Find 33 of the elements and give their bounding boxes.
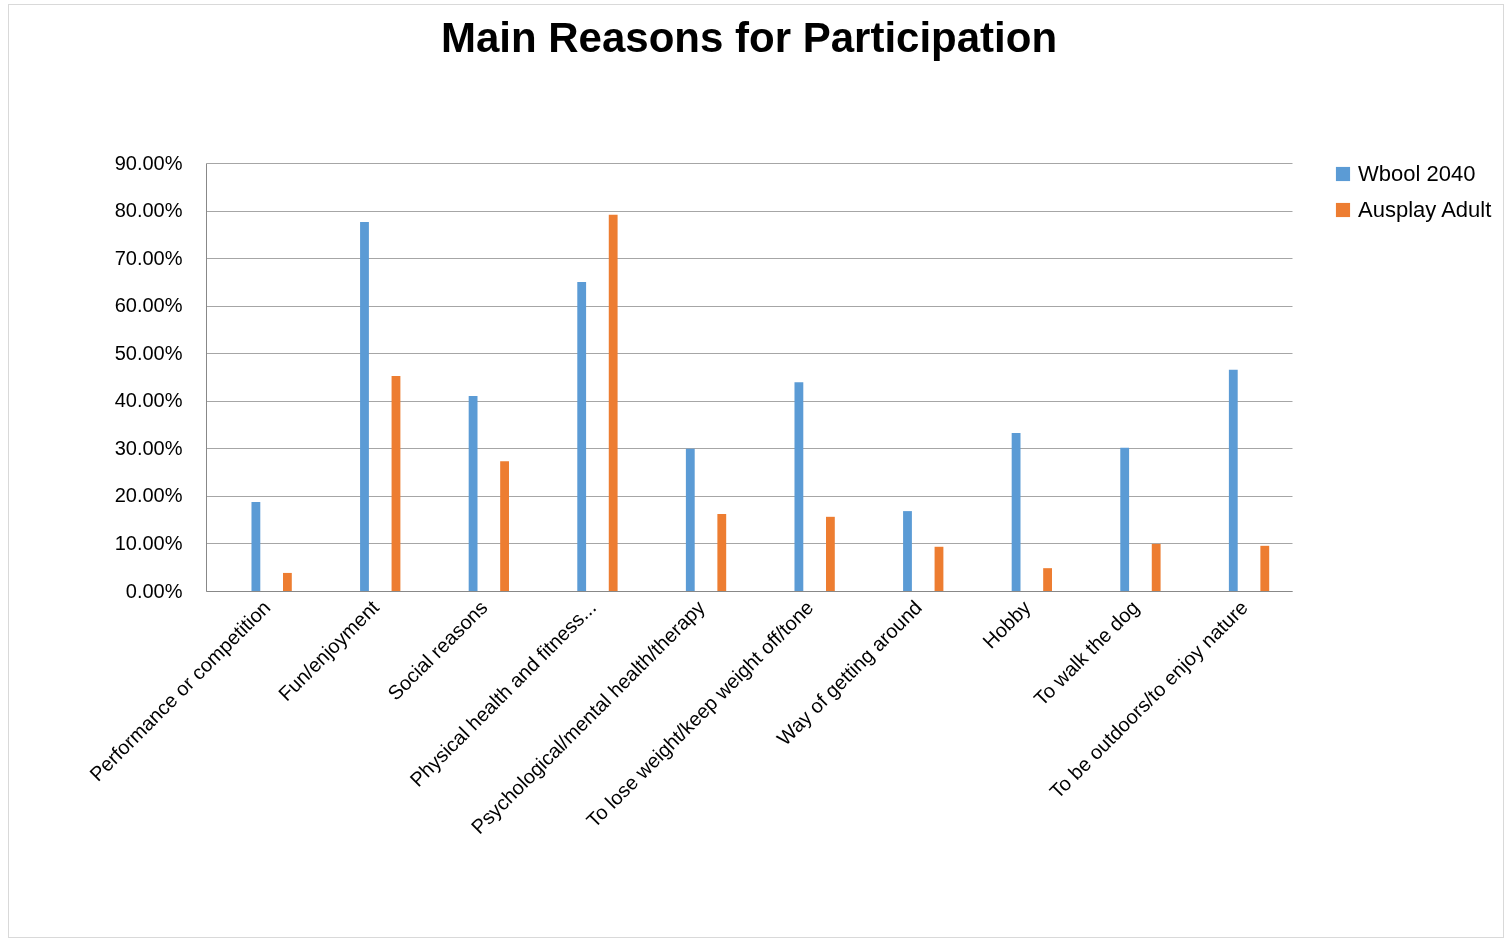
bar — [500, 461, 509, 591]
legend-label: Ausplay Adult — [1358, 197, 1492, 222]
bar — [903, 511, 912, 591]
bar — [1260, 545, 1270, 591]
bar — [1011, 433, 1021, 591]
y-tick-label: 80.00% — [114, 199, 183, 222]
bar — [1228, 369, 1238, 591]
bar — [468, 396, 478, 591]
y-tick-label: 0.00% — [125, 579, 183, 602]
y-tick-label: 50.00% — [114, 341, 183, 364]
bar — [794, 382, 804, 591]
bar — [685, 448, 695, 591]
bar — [608, 214, 618, 591]
bar — [391, 376, 401, 591]
bar — [1151, 543, 1161, 591]
legend-label: Wbool 2040 — [1358, 161, 1476, 186]
bar — [251, 502, 261, 591]
bar — [825, 516, 835, 591]
y-tick-label: 40.00% — [114, 389, 183, 412]
bar — [717, 513, 727, 591]
y-tick-label: 60.00% — [114, 294, 183, 317]
y-tick-label: 20.00% — [114, 484, 183, 507]
bar — [360, 221, 369, 591]
y-tick-label: 90.00% — [114, 151, 183, 174]
y-tick-label: 30.00% — [114, 436, 183, 459]
bar — [577, 281, 587, 591]
bar — [282, 572, 292, 591]
y-tick-label: 10.00% — [114, 531, 183, 554]
bar — [934, 546, 944, 591]
bar — [1120, 447, 1130, 591]
bar — [1043, 568, 1052, 591]
y-tick-label: 70.00% — [114, 246, 183, 269]
chart-title: Main Reasons for Participation — [440, 14, 1058, 61]
